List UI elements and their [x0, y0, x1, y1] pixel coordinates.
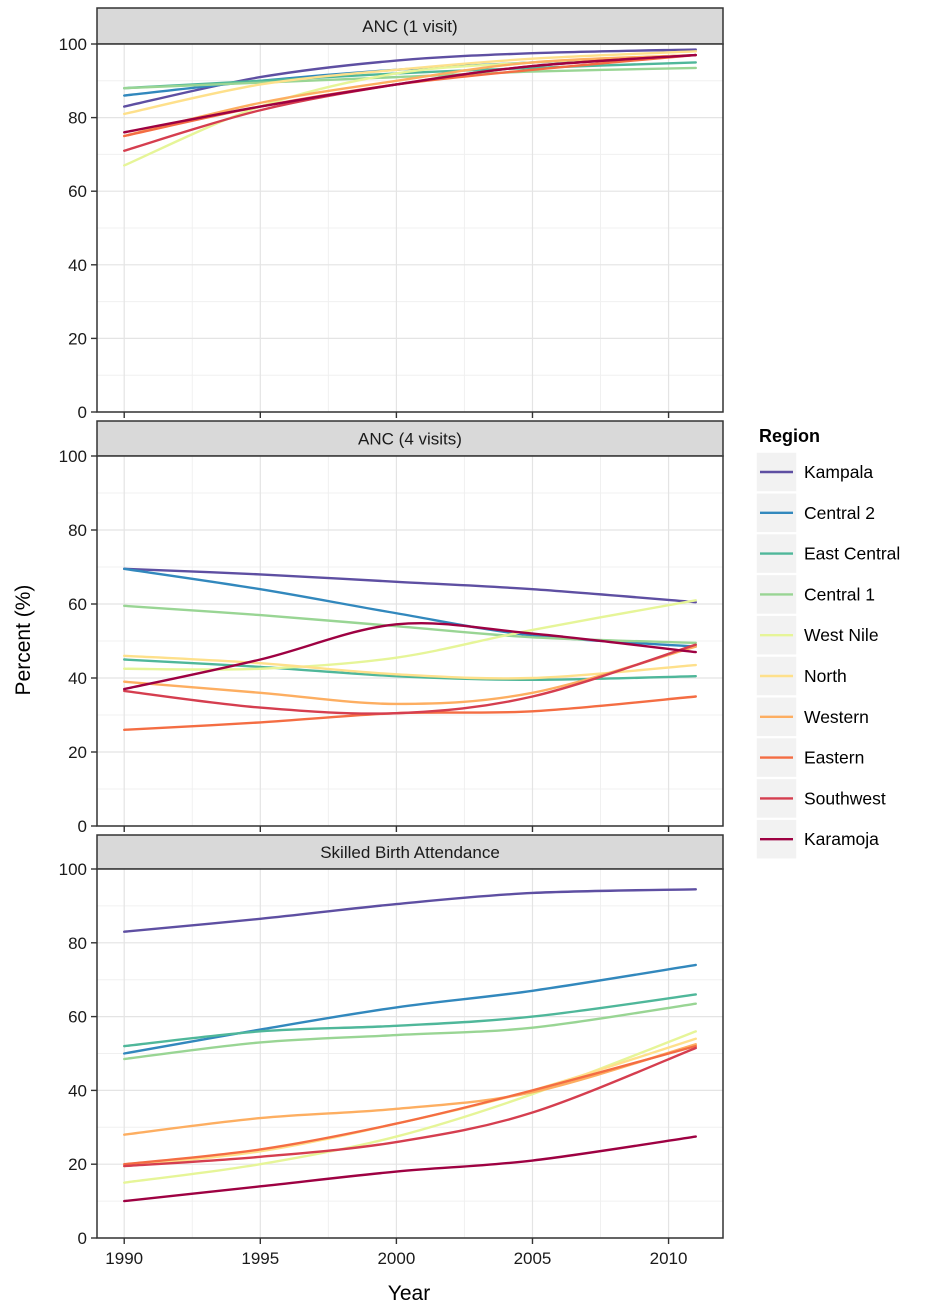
panel-2: ANC (4 visits) 0 20 40 60 80 100: [59, 420, 724, 836]
x-tick-label: 2000: [377, 1249, 415, 1268]
y-axis: 0 20 40 60 80 100: [59, 35, 97, 422]
series-line-kampala: [123, 888, 697, 933]
y-axis-title: Percent (%): [12, 585, 35, 696]
panel-1: ANC (1 visit) 0 20 40 60 80 100: [59, 7, 724, 422]
legend-item: Karamoja: [755, 818, 879, 860]
y-tick-label: 0: [78, 817, 87, 836]
y-tick-label: 100: [59, 35, 87, 54]
x-axis: [123, 826, 670, 832]
series-line-north: [123, 654, 697, 680]
legend-item: East Central: [755, 532, 900, 575]
y-tick-label: 40: [68, 669, 87, 688]
legend-label: North: [804, 666, 847, 686]
series-line-karamoja: [123, 1135, 697, 1203]
legend-label: Southwest: [804, 788, 886, 808]
series-line-central-2: [123, 963, 697, 1055]
legend-label: Karamoja: [804, 829, 879, 849]
series-line-karamoja: [123, 622, 697, 691]
legend-label: Central 2: [804, 503, 875, 523]
x-tick-label: 2005: [514, 1249, 552, 1268]
panel-border: [96, 43, 724, 413]
y-tick-label: 60: [68, 182, 87, 201]
y-tick-label: 100: [59, 447, 87, 466]
y-tick-label: 20: [68, 329, 87, 348]
legend-item: Western: [755, 696, 869, 738]
panel-title: ANC (1 visit): [362, 17, 457, 36]
series-line-central-1: [123, 66, 697, 90]
legend-item: Central 2: [755, 492, 875, 534]
series-line-north: [123, 50, 697, 116]
legend-label: Western: [804, 707, 869, 727]
panel-title: ANC (4 visits): [358, 430, 462, 449]
legend-item: Southwest: [755, 777, 886, 820]
panel-title: Skilled Birth Attendance: [320, 843, 500, 862]
y-tick-label: 60: [68, 1008, 87, 1027]
x-axis: [123, 412, 670, 418]
panel-strip: ANC (4 visits): [96, 420, 724, 457]
series-line-kampala: [123, 567, 697, 604]
y-tick-label: 80: [68, 521, 87, 540]
legend-item: Kampala: [755, 451, 873, 493]
strip-background: [96, 7, 724, 45]
series-line-western: [123, 1043, 697, 1136]
legend-label: East Central: [804, 544, 900, 564]
legend-label: Central 1: [804, 584, 875, 604]
series-line-southwest: [123, 1046, 697, 1168]
panel-strip: ANC (1 visit): [96, 7, 724, 45]
legend-label: Kampala: [804, 462, 873, 482]
strip-background: [96, 420, 724, 457]
x-tick-label: 1995: [241, 1249, 279, 1268]
y-tick-label: 60: [68, 595, 87, 614]
legend-label: West Nile: [804, 625, 879, 645]
panel-border: [96, 455, 724, 827]
y-tick-label: 0: [78, 1229, 87, 1248]
series-line-east-central: [123, 993, 697, 1048]
series-line-central-1: [123, 1002, 697, 1061]
strip-background: [96, 834, 724, 870]
legend-item: North: [755, 655, 847, 697]
legend-item: West Nile: [755, 614, 879, 656]
x-axis: 1990 1995 2000 2005 2010: [105, 1238, 687, 1268]
y-tick-label: 40: [68, 1081, 87, 1100]
y-axis: 0 20 40 60 80 100: [59, 860, 97, 1248]
legend-item: Central 1: [755, 573, 875, 616]
y-tick-label: 100: [59, 860, 87, 879]
panels-layer: ANC (1 visit) 0 20 40 60 80 100 ANC (4 visits) 0…: [59, 7, 724, 1268]
y-tick-label: 80: [68, 109, 87, 128]
series-lines: [123, 567, 697, 731]
legend-item: Eastern: [755, 736, 864, 779]
y-tick-label: 20: [68, 1155, 87, 1174]
y-axis: 0 20 40 60 80 100: [59, 447, 97, 836]
series-lines: [123, 888, 697, 1203]
legend: Region Kampala Central 2 East Central Centr…: [755, 426, 900, 860]
legend-items: Kampala Central 2 East Central Central 1 Wes…: [755, 451, 900, 860]
y-tick-label: 0: [78, 403, 87, 422]
legend-title: Region: [759, 426, 820, 446]
y-tick-label: 20: [68, 743, 87, 762]
x-tick-label: 2010: [650, 1249, 688, 1268]
y-tick-label: 80: [68, 934, 87, 953]
gridlines: [97, 868, 723, 1239]
panel-3: Skilled Birth Attendance 0 20 40 60 80 100 1990…: [59, 834, 724, 1268]
series-lines: [123, 48, 697, 167]
series-line-western: [123, 53, 697, 138]
y-tick-label: 40: [68, 256, 87, 275]
x-axis-title: Year: [388, 1282, 430, 1305]
panel-strip: Skilled Birth Attendance: [96, 834, 724, 870]
series-line-southwest: [123, 643, 697, 715]
series-line-eastern: [123, 1044, 697, 1166]
panel-border: [96, 868, 724, 1239]
series-line-karamoja: [123, 53, 697, 134]
legend-label: Eastern: [804, 748, 864, 768]
x-tick-label: 1990: [105, 1249, 143, 1268]
